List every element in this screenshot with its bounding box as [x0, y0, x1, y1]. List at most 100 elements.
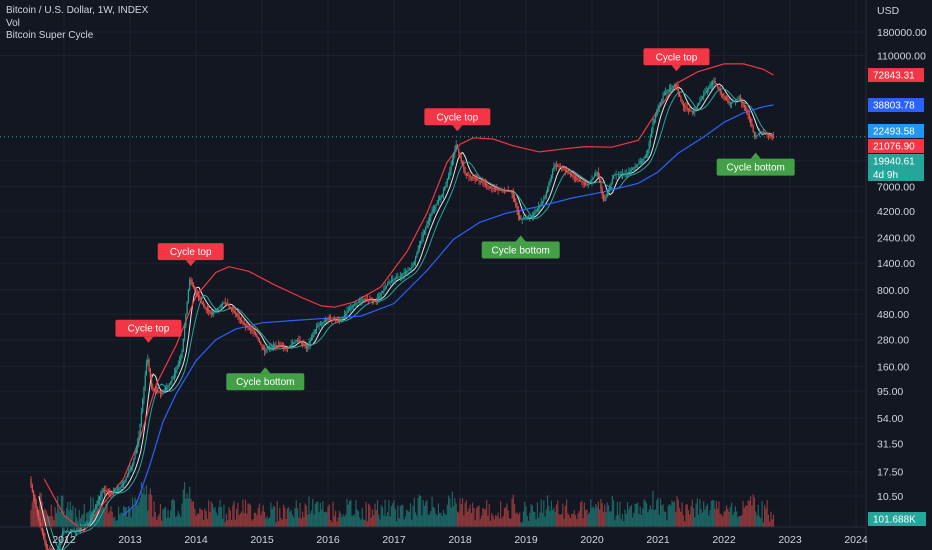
volume-bar [318, 512, 320, 527]
volume-bar [416, 515, 418, 527]
volume-bar [677, 499, 679, 527]
volume-bar [357, 511, 360, 527]
candle-body [590, 180, 592, 183]
candle-body [695, 107, 697, 110]
candle-body [703, 94, 705, 97]
candle-body [661, 98, 663, 103]
volume-bar [732, 514, 734, 527]
volume-bar [67, 501, 69, 527]
volume-bar [648, 509, 650, 527]
candle-body [182, 338, 184, 351]
volume-bar [469, 504, 471, 527]
volume-bar [114, 516, 116, 527]
candle-body [249, 328, 252, 330]
volume-bar [204, 508, 206, 527]
candle-body [229, 306, 231, 308]
volume-bar [596, 506, 598, 527]
candle-body [729, 103, 731, 104]
volume-bar [282, 504, 285, 527]
volume-bar [746, 505, 748, 527]
volume-bar [267, 518, 269, 527]
volume-bar [446, 504, 448, 527]
candle-body [732, 101, 734, 103]
volume-bar [121, 512, 123, 527]
volume-bar [128, 506, 130, 527]
candle-body [455, 144, 457, 150]
volume-bar [409, 503, 412, 527]
volume-bar [230, 519, 233, 527]
indicator-cycle-label[interactable]: Bitcoin Super Cycle [6, 30, 94, 41]
candle-body [624, 173, 626, 175]
candle-body [300, 342, 302, 344]
time-axis[interactable]: 2012 2013 2014 2015 2016 2017 2018 2019 2020 2021… [52, 534, 868, 546]
indicator-vol-label[interactable]: Vol [6, 17, 20, 29]
candle-body [387, 284, 389, 286]
volume-bar [274, 506, 276, 527]
volume-bar [624, 509, 626, 527]
volume-bar [595, 504, 597, 527]
candle-body [762, 132, 764, 133]
volume-bar [607, 505, 610, 527]
y-tick-label: 480.00 [877, 309, 909, 321]
volume-bar [513, 504, 516, 527]
candle-body [440, 196, 442, 199]
candle-body [352, 304, 354, 307]
volume-bar [718, 501, 720, 527]
candle-body [142, 399, 144, 412]
candle-body [558, 166, 560, 167]
y-tick-label: 95.00 [877, 386, 903, 398]
candle-body [604, 200, 606, 202]
volume-bar [298, 517, 300, 527]
cycle-top-label: Cycle top [170, 247, 212, 258]
candle-body [234, 311, 236, 314]
candle-body [623, 173, 625, 175]
volume-bar [739, 516, 742, 527]
volume-bar [31, 501, 33, 527]
candle-body [418, 245, 420, 250]
volume-bar [708, 515, 710, 527]
candle-body [173, 373, 176, 377]
volume-bar [384, 499, 386, 527]
volume-bar [393, 500, 395, 527]
volume-bar [591, 507, 593, 527]
volume-bar [275, 522, 277, 527]
volume-bar [365, 501, 367, 527]
candle-body [614, 174, 616, 176]
candle-body [332, 319, 334, 321]
candle-body [312, 335, 314, 339]
volume-bar [187, 498, 189, 527]
candle-body [748, 115, 750, 119]
y-tick-label: 7000.00 [877, 182, 915, 194]
candle-body [206, 308, 209, 310]
volume-bar [637, 502, 639, 527]
candle-body [557, 165, 559, 167]
volume-bar [640, 515, 643, 527]
candle-body [536, 208, 539, 210]
candle-body [35, 502, 37, 508]
symbol-title[interactable]: Bitcoin / U.S. Dollar, 1W, INDEX [6, 5, 149, 16]
volume-bar [692, 508, 695, 527]
candle-body [117, 488, 120, 490]
candle-body [124, 480, 126, 483]
candle-body [288, 346, 290, 348]
candle-body [62, 531, 64, 536]
volume-bar [379, 519, 381, 527]
candle-body [743, 105, 745, 108]
candle-body [474, 178, 476, 180]
volume-bar [105, 503, 107, 527]
candle-body [74, 531, 77, 533]
candle-body [401, 275, 403, 277]
candle-body [72, 531, 74, 533]
volume-bar [215, 512, 217, 527]
volume-bar [126, 516, 129, 527]
candle-body [756, 135, 758, 136]
volume-bar [131, 497, 134, 527]
candle-body [107, 491, 110, 493]
candle-body [767, 134, 770, 136]
volume-bar [573, 509, 575, 527]
volume-bar [586, 509, 588, 527]
candle-body [643, 158, 645, 160]
volume-bar [434, 508, 436, 527]
candle-body [360, 300, 362, 301]
